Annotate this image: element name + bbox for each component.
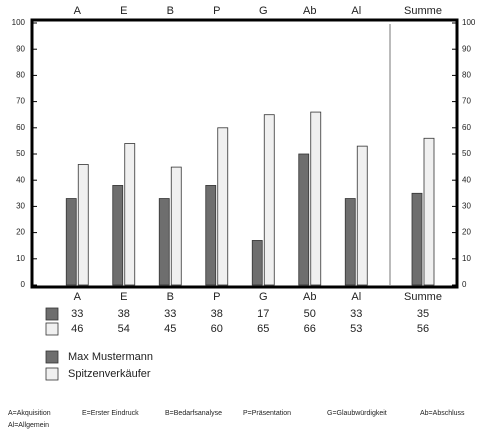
table-value: 53 xyxy=(350,323,362,335)
footnote: A=Akquisition xyxy=(8,410,51,417)
table-value: 54 xyxy=(118,323,130,335)
table-category: G xyxy=(259,291,268,303)
table-category: Summe xyxy=(404,291,442,303)
y-tick-label: 70 xyxy=(16,97,25,106)
bar xyxy=(423,137,435,286)
bar xyxy=(77,164,89,286)
table-value: 38 xyxy=(211,308,223,320)
table-value: 33 xyxy=(164,308,176,320)
table-value: 33 xyxy=(350,308,362,320)
legend-label: Max Mustermann xyxy=(68,351,153,363)
bar xyxy=(205,185,217,286)
bar xyxy=(124,143,136,286)
table-value: 38 xyxy=(118,308,130,320)
footnote: E=Erster Eindruck xyxy=(82,410,139,417)
footnote: G=Glaubwürdigkeit xyxy=(327,410,387,417)
legend-swatch xyxy=(45,350,59,364)
table-value: 46 xyxy=(71,323,83,335)
table-value: 50 xyxy=(304,308,316,320)
y-tick-label: 50 xyxy=(16,149,25,158)
x-tick-label: B xyxy=(167,5,174,17)
table-value: 56 xyxy=(417,323,429,335)
x-tick-label: Al xyxy=(351,5,361,17)
y-tick-label: 10 xyxy=(16,254,25,263)
x-tick-label: G xyxy=(259,5,268,17)
table-category: B xyxy=(167,291,174,303)
table-category: A xyxy=(74,291,82,303)
y-tick-label: 0 xyxy=(21,280,26,289)
table-swatch xyxy=(45,322,59,336)
y2-tick-label: 90 xyxy=(462,44,471,53)
bar xyxy=(344,198,356,286)
footnote: Al=Allgemein xyxy=(8,422,49,429)
x-tick-label: P xyxy=(213,5,220,17)
y2-tick-label: 20 xyxy=(462,228,471,237)
plot-frame xyxy=(30,18,459,289)
y-tick-label: 40 xyxy=(16,175,25,184)
y2-tick-label: 10 xyxy=(462,254,471,263)
table-value: 60 xyxy=(211,323,223,335)
bar xyxy=(170,166,182,286)
y2-tick-label: 30 xyxy=(462,202,471,211)
y2-tick-label: 50 xyxy=(462,149,471,158)
footnote: B=Bedarfsanalyse xyxy=(165,410,222,417)
bar xyxy=(298,153,310,286)
y2-tick-label: 100 xyxy=(462,18,476,27)
table-swatch xyxy=(45,307,59,321)
y-tick-label: 20 xyxy=(16,228,25,237)
table-value: 35 xyxy=(417,308,429,320)
y2-tick-label: 70 xyxy=(462,97,471,106)
bar xyxy=(310,111,322,286)
x-tick-label: Ab xyxy=(303,5,316,17)
bar xyxy=(112,185,124,286)
bar xyxy=(65,198,77,286)
footnote: Ab=Abschluss xyxy=(420,410,465,417)
y-tick-label: 100 xyxy=(12,18,26,27)
y-tick-label: 90 xyxy=(16,44,25,53)
y2-tick-label: 60 xyxy=(462,123,471,132)
table-value: 66 xyxy=(304,323,316,335)
table-category: E xyxy=(120,291,127,303)
bar xyxy=(356,145,368,286)
y2-tick-label: 80 xyxy=(462,71,471,80)
footnote: P=Präsentation xyxy=(243,410,291,417)
y2-tick-label: 40 xyxy=(462,175,471,184)
table-category: P xyxy=(213,291,220,303)
bar xyxy=(158,198,170,286)
legend-swatch xyxy=(45,367,59,381)
x-tick-label: Summe xyxy=(404,5,442,17)
table-value: 45 xyxy=(164,323,176,335)
table-value: 65 xyxy=(257,323,269,335)
bar xyxy=(251,240,263,286)
y-tick-label: 80 xyxy=(16,71,25,80)
y-tick-label: 60 xyxy=(16,123,25,132)
table-category: Ab xyxy=(303,291,316,303)
table-value: 33 xyxy=(71,308,83,320)
bar xyxy=(217,127,229,286)
y-tick-label: 30 xyxy=(16,202,25,211)
bar xyxy=(411,192,423,286)
table-value: 17 xyxy=(257,308,269,320)
legend-label: Spitzenverkäufer xyxy=(68,368,151,380)
x-tick-label: E xyxy=(120,5,127,17)
x-tick-label: A xyxy=(74,5,82,17)
bar xyxy=(263,114,275,286)
table-category: Al xyxy=(351,291,361,303)
y2-tick-label: 0 xyxy=(462,280,467,289)
